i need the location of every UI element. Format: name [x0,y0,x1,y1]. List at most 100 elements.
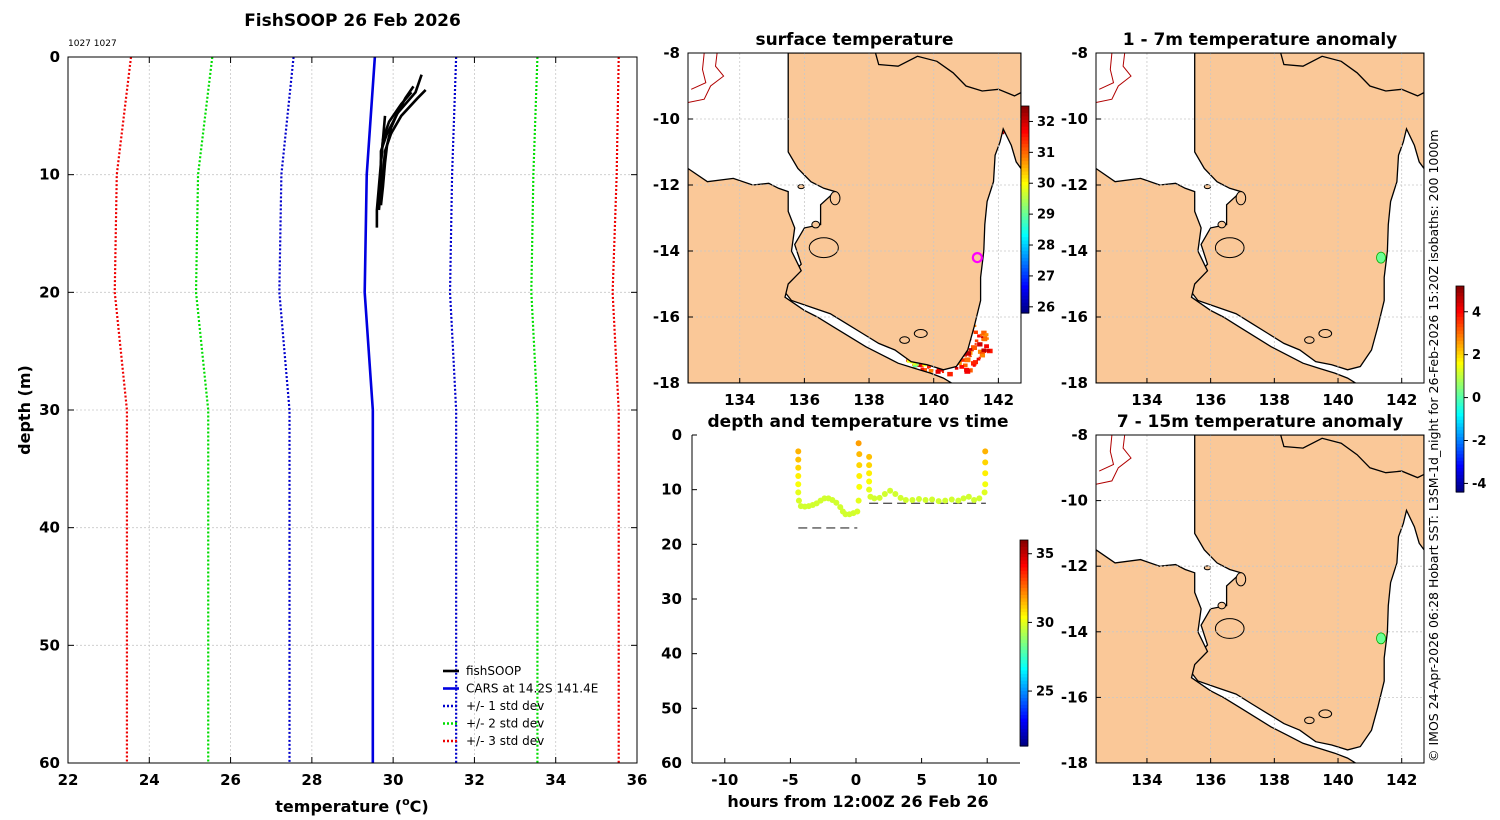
ts-point [948,496,955,503]
ts-colorbar-swatch [1020,540,1028,545]
ts-colorbar-swatch [1020,697,1028,702]
ts-point [876,494,883,501]
ts-point [856,483,863,490]
ts-colorbar-swatch [1020,560,1028,565]
sst-colorbar-swatch [1021,178,1029,183]
anomaly-colorbar-swatch [1456,474,1464,479]
ts-point [856,462,863,469]
ts-point [909,497,916,504]
sst-pixel [979,333,983,337]
fishsoop-cast-line [377,115,387,211]
sst-colorbar-swatch [1021,154,1029,159]
sst-colorbar-swatch [1021,281,1029,286]
ts-colorbar-swatch [1020,643,1028,648]
map-xtick-label: 134 [1131,771,1162,789]
map-ytick-label: -10 [1061,110,1088,128]
ts-title: depth and temperature vs time [708,412,1009,432]
anomaly-colorbar-swatch [1456,392,1464,397]
anomaly-colorbar-swatch [1456,361,1464,366]
map-ytick-label: -12 [1061,557,1088,575]
profile-xlabel: temperature (oC) [275,795,428,816]
ts-colorbar-swatch [1020,718,1028,723]
ts-point [902,497,909,504]
ts-colorbar-swatch [1020,581,1028,586]
sst-colorbar-swatch [1021,143,1029,148]
ts-colorbar-swatch [1020,708,1028,713]
ts-point [837,504,844,511]
ts-point [795,489,802,496]
profile-xtick-label: 34 [545,771,566,789]
sst-pixel [959,365,965,369]
island [1217,220,1227,229]
ts-colorbar-swatch [1020,588,1028,593]
sst-colorbar-swatch [1021,233,1029,238]
legend-entry: +/- 1 std dev [466,699,544,713]
ts-point [942,497,949,504]
profile-xtick-label: 22 [58,771,79,789]
ts-xtick-label: 0 [851,771,861,789]
island [1304,716,1315,725]
sst-colorbar-swatch [1021,140,1029,145]
profile-ylabel: depth (m) [15,365,34,455]
profile-ytick-label: 20 [39,283,60,301]
sst-colorbar-swatch [1021,244,1029,249]
sst-colorbar-swatch [1021,240,1029,245]
ts-point [897,494,904,501]
ts-xtick-label: 5 [916,771,926,789]
ts-colorbar-swatch [1020,721,1028,726]
sst-colorbar-swatch [1021,109,1029,114]
sst-pixel [982,336,985,339]
map-ytick-label: -8 [663,44,680,62]
isobath-line [1098,435,1115,472]
sst-pixel [964,357,971,363]
ts-point [982,481,989,488]
sst-pixel [964,369,971,374]
ts-point [982,459,989,466]
anomaly-colorbar-swatch [1456,416,1464,421]
sst-colorbar-swatch [1021,199,1029,204]
sst-colorbar-swatch [1021,195,1029,200]
map-ytick-label: -14 [1061,623,1088,641]
sst-pixel [985,337,989,340]
ts-colorbar-tick-label: 35 [1036,547,1054,562]
anomaly-colorbar-tick-label: -2 [1472,434,1486,449]
profile-xtick-label: 32 [464,771,485,789]
map-xtick-label: 138 [1259,771,1290,789]
sst-pixel [941,369,944,372]
anomaly-colorbar-swatch [1456,481,1464,486]
map-ytick-label: -18 [1061,754,1088,772]
sst-pixel [912,362,917,366]
sst-pixel [984,344,989,349]
ts-colorbar-swatch [1020,735,1028,740]
ts-colorbar-swatch [1020,543,1028,548]
ts-colorbar-swatch [1020,694,1028,699]
profile-xtick-label: 28 [301,771,322,789]
anomaly-colorbar-swatch [1456,358,1464,363]
sst-colorbar-tick-label: 26 [1037,300,1055,315]
anomaly-colorbar-swatch [1456,334,1464,339]
sst-pixel [957,361,962,366]
profile-ytick-label: 30 [39,401,60,419]
fishsoop-cast-line [379,89,427,201]
ts-point [795,464,802,471]
sst-colorbar-swatch [1021,288,1029,293]
ts-point [866,486,873,493]
ts-point [856,473,863,479]
anomaly-colorbar-swatch [1456,409,1464,414]
ts-colorbar-swatch [1020,574,1028,579]
sst-colorbar-swatch [1021,188,1029,193]
sst-pixel [977,349,984,354]
sst-colorbar-swatch [1021,230,1029,235]
map-xtick-label: 140 [1322,771,1353,789]
sst-colorbar-swatch [1021,168,1029,173]
ts-point [866,453,873,460]
anomaly-colorbar-swatch [1456,292,1464,297]
isobath-line [688,53,725,103]
profile-xtick-label: 30 [383,771,404,789]
sst-pixel [986,348,991,352]
sst-colorbar-swatch [1021,223,1029,228]
land [1096,167,1357,383]
sst-pixel [968,348,973,351]
sst-colorbar-swatch [1021,147,1029,152]
island [1235,572,1247,587]
